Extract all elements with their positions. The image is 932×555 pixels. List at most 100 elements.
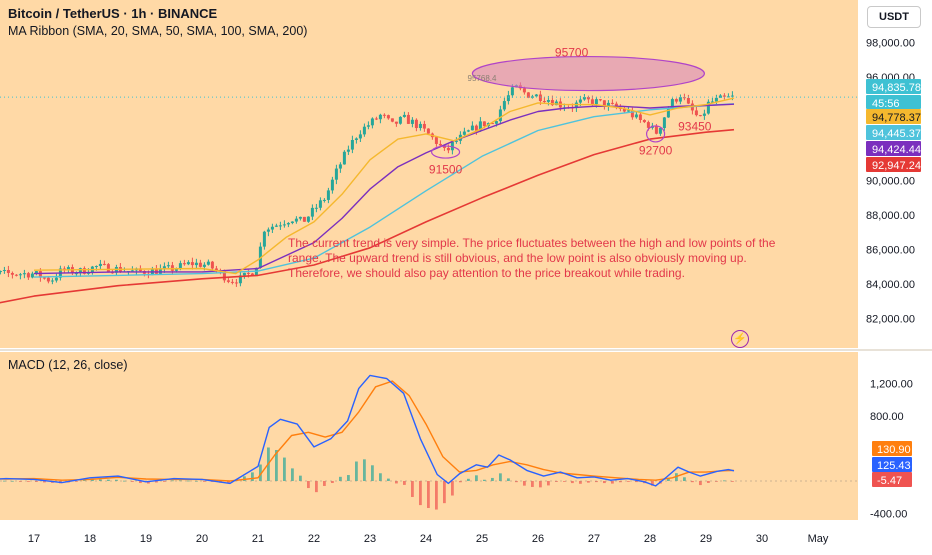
macd-legend[interactable]: MACD (12, 26, close) [8,358,128,372]
candle-up [574,102,578,109]
candle-up [98,263,102,267]
candle-down [422,123,426,129]
histogram-bar-down [691,481,694,483]
candle-up [362,126,366,135]
level-annotation: 92700 [639,144,673,158]
price-axis-tick: 86,000.00 [866,245,915,257]
histogram-bar-down [707,481,710,483]
candle-down [630,110,634,118]
candle-down [654,125,658,134]
histogram-bar-down [19,481,22,482]
candle-down [446,147,450,151]
candle-down [170,265,174,271]
candle-up [634,114,638,118]
candle-up [162,266,166,269]
lightning-icon[interactable]: ⚡ [731,330,749,348]
price-label-bg [866,125,921,140]
candle-down [386,115,390,119]
candle-up [706,101,710,114]
candle-down [42,277,46,279]
candle-up [510,87,514,96]
candle-up [498,109,502,122]
macd-line [0,374,735,487]
candle-down [226,280,230,282]
histogram-bar-down [563,481,566,482]
histogram-bar-down [523,481,526,486]
histogram-bar-up [483,479,486,481]
sma200-line [0,128,735,304]
candle-down [722,95,726,97]
candle-down [586,97,590,100]
candle-up [534,94,538,97]
histogram-bar-up [499,473,502,481]
histogram-bar-down [571,481,574,484]
histogram-bar-up [99,479,102,481]
candle-up [578,99,582,103]
candle-down [414,119,418,129]
histogram-bar-up [371,465,374,481]
histogram-bar-up [379,473,382,481]
histogram-bar-down [395,481,398,484]
price-axis-tick: 90,000.00 [866,176,915,188]
histogram-bar-up [115,479,118,481]
candle-down [190,262,194,266]
candle-down [590,99,594,105]
candle-up [66,267,70,271]
macd-axis-tick: -400.00 [870,509,907,521]
candle-down [542,101,546,103]
ma-ribbon-legend[interactable]: MA Ribbon (SMA, 20, SMA, 50, SMA, 100, S… [8,24,308,38]
histogram-bar-up [3,480,6,482]
countdown-label: 45:56 [872,98,900,110]
histogram-bar-down [315,481,318,493]
time-axis-tick: 21 [252,533,264,545]
candle-down [214,268,218,271]
currency-selector[interactable]: USDT [867,6,921,28]
symbol-title[interactable]: Bitcoin / TetherUS · 1h · BINANCE [8,6,218,21]
candle-up [318,200,322,208]
histogram-bar-down [539,481,542,488]
macd-value-label-bg [872,457,912,472]
sma20-line [33,97,735,275]
candle-down [222,270,226,281]
candle-down [698,115,702,117]
histogram-bar-down [627,481,630,482]
candle-down [550,100,554,106]
histogram-bar-down [587,481,590,483]
candle-down [434,137,438,144]
candle-up [238,275,242,284]
candle-up [54,277,58,281]
time-axis-tick: 22 [308,533,320,545]
candle-up [506,95,510,102]
histogram-bar-down [203,481,206,482]
histogram-bar-down [515,481,518,483]
candle-up [50,280,54,282]
histogram-bar-up [187,480,190,482]
histogram-bar-down [155,481,158,483]
candle-up [338,164,342,169]
candle-down [610,102,614,104]
histogram-bar-down [619,481,622,483]
candle-up [594,99,598,105]
histogram-bar-up [363,459,366,481]
candle-down [622,108,626,112]
candle-down [674,99,678,102]
candle-up [626,110,630,112]
histogram-bar-up [275,450,278,481]
candle-down [438,143,442,146]
candle-down [106,264,110,273]
candle-down [374,118,378,120]
candle-up [730,95,734,97]
histogram-bar-down [139,481,142,484]
candle-up [710,101,714,103]
candle-down [102,263,106,265]
histogram-bar-down [547,481,550,486]
candle-down [82,268,86,274]
histogram-bar-down [331,481,334,484]
histogram-bar-up [11,480,14,482]
candle-up [94,266,98,268]
candle-up [606,102,610,107]
macd-value-label: 125.43 [877,460,911,472]
candle-up [282,224,286,226]
candle-up [314,207,318,209]
